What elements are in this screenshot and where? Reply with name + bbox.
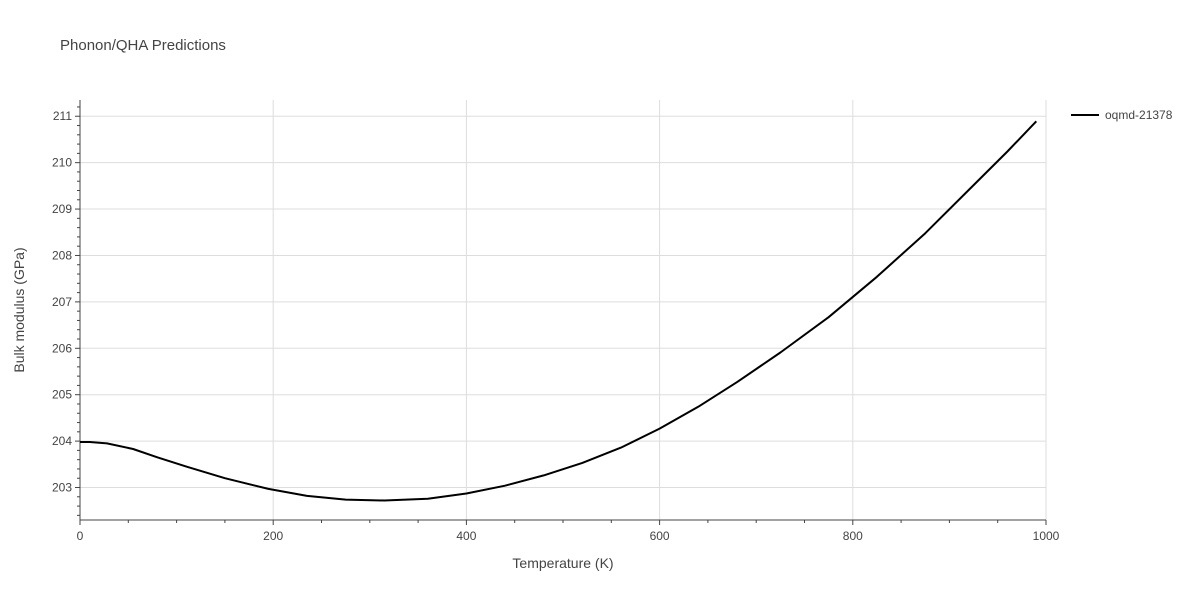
x-tick-label: 1000 — [1033, 529, 1060, 543]
y-tick-label: 205 — [52, 388, 72, 402]
grid — [80, 100, 1047, 520]
series-layer — [80, 120, 1038, 502]
x-tick-label: 800 — [843, 529, 863, 543]
chart-title: Phonon/QHA Predictions — [60, 37, 226, 54]
x-axis-label: Temperature (K) — [512, 555, 613, 571]
y-axis-label: Bulk modulus (GPa) — [11, 247, 27, 372]
x-tick-label: 200 — [263, 529, 283, 543]
x-tick-label: 600 — [650, 529, 670, 543]
axes: 0 200 400 600 800 1000 203 204 205 206 207 208 209 21… — [52, 100, 1060, 543]
y-tick-label: 203 — [52, 481, 72, 495]
y-tick-label: 207 — [52, 295, 72, 309]
y-tick-label: 204 — [52, 434, 72, 448]
y-tick-label: 210 — [52, 156, 72, 170]
x-tick-label: 400 — [456, 529, 476, 543]
legend-label[interactable]: oqmd-21378 — [1105, 108, 1173, 122]
y-tick-label: 208 — [52, 248, 72, 262]
legend[interactable]: oqmd-21378 — [1071, 108, 1173, 122]
y-tick-label: 211 — [53, 109, 72, 123]
x-tick-label: 0 — [77, 529, 84, 543]
y-tick-label: 206 — [52, 341, 72, 355]
series-line-0 — [80, 120, 1038, 502]
y-tick-label: 209 — [52, 202, 72, 216]
